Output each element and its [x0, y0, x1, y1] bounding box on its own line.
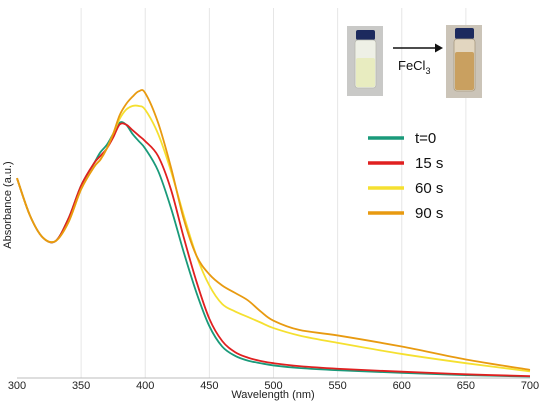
y-axis-title: Absorbance (a.u.): [2, 161, 14, 248]
x-tick-label: 650: [457, 380, 475, 392]
inset-vials: FeCl3: [347, 25, 482, 98]
x-tick-label: 550: [328, 380, 346, 392]
x-tick-label: 350: [72, 380, 90, 392]
legend-label: 60 s: [415, 180, 443, 197]
vial-after-image: [446, 25, 482, 98]
x-tick-label: 600: [393, 380, 411, 392]
legend-label: 15 s: [415, 155, 443, 172]
series-line-90-s: [16, 89, 531, 371]
right-arrow-icon: [393, 43, 443, 53]
reagent-label: FeCl3: [398, 58, 430, 76]
x-tick-label: 700: [521, 380, 539, 392]
vial-before-image: [347, 26, 383, 96]
legend: t=0 15 s 60 s 90 s: [368, 130, 443, 222]
series-line-15-s: [16, 122, 531, 378]
x-axis-ticks: 300 350 400 450 500 550 600 650 700: [8, 380, 539, 392]
data-series: [16, 89, 531, 378]
x-tick-label: 300: [8, 380, 26, 392]
x-axis-title: Wavelength (nm): [231, 389, 314, 401]
legend-label: t=0: [415, 130, 436, 147]
x-tick-label: 450: [200, 380, 218, 392]
legend-label: 90 s: [415, 205, 443, 222]
x-tick-label: 400: [136, 380, 154, 392]
x-tick-label: 500: [264, 380, 282, 392]
